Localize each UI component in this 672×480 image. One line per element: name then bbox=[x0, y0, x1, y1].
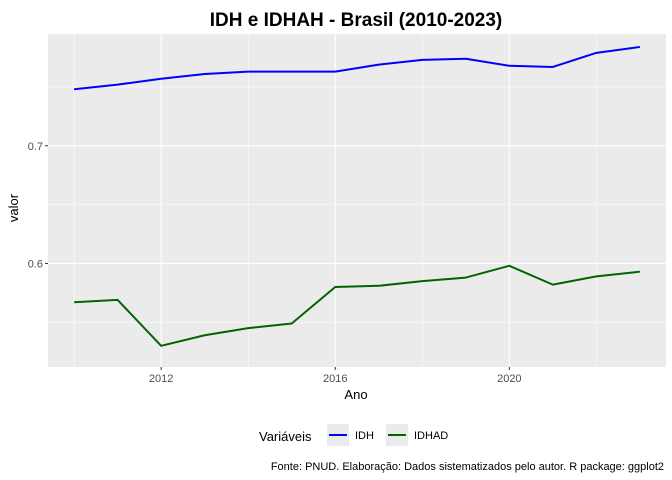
axis-ticks bbox=[45, 145, 510, 370]
legend: Variáveis IDH IDHAD bbox=[259, 424, 448, 446]
plot-panel bbox=[48, 34, 666, 367]
legend-title: Variáveis bbox=[259, 429, 312, 444]
y-tick-labels: 0.6 0.7 bbox=[28, 141, 43, 271]
y-tick-label: 0.7 bbox=[28, 141, 43, 153]
chart-caption: Fonte: PNUD. Elaboração: Dados sistemati… bbox=[271, 461, 664, 473]
x-tick-labels: 2012 2016 2020 bbox=[149, 373, 522, 385]
minor-gridlines bbox=[48, 34, 666, 367]
x-tick-label: 2016 bbox=[323, 373, 347, 385]
x-axis-title: Ano bbox=[344, 387, 367, 402]
series-lines bbox=[74, 45, 641, 347]
y-axis-title: valor bbox=[6, 193, 21, 222]
legend-label-idh: IDH bbox=[355, 430, 374, 442]
y-tick-label: 0.6 bbox=[28, 258, 43, 270]
x-tick-label: 2020 bbox=[497, 373, 521, 385]
chart-title: IDH e IDHAH - Brasil (2010-2023) bbox=[210, 10, 503, 31]
series-line-idhad bbox=[74, 264, 640, 347]
series-line-idh bbox=[74, 45, 641, 91]
major-gridlines bbox=[48, 34, 666, 367]
x-tick-label: 2012 bbox=[149, 373, 173, 385]
legend-label-idhad: IDHAD bbox=[414, 430, 448, 442]
